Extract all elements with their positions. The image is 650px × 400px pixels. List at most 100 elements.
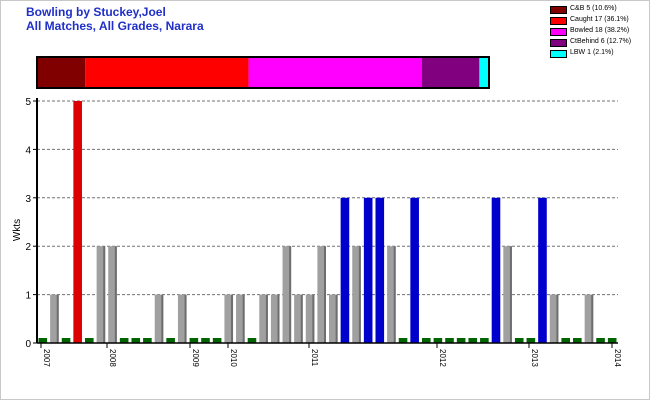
bar: [131, 338, 141, 343]
bar: [375, 197, 385, 343]
bar: [456, 338, 466, 343]
bar: [201, 338, 210, 343]
bar: [363, 197, 373, 343]
bar: [445, 338, 454, 343]
bar-shade: [300, 294, 303, 343]
bar: [282, 246, 292, 343]
summary-segment-caught: [85, 57, 249, 88]
y-tick-label: 1: [25, 291, 31, 302]
bar: [119, 338, 129, 343]
bar-shade: [103, 246, 106, 343]
bar: [573, 338, 582, 343]
bar-shade: [509, 246, 512, 343]
bar: [584, 294, 594, 343]
bar: [270, 294, 280, 343]
summary-bar-border: [36, 56, 490, 89]
bar: [154, 294, 164, 343]
x-tick-label: 2008: [108, 349, 117, 367]
bar-shade: [114, 246, 117, 343]
bar-shade: [591, 294, 594, 343]
bar-shade: [184, 294, 187, 343]
bar: [352, 246, 361, 343]
legend-item-caught: Caught 17 (36.1%): [550, 15, 648, 26]
legend: C&B 5 (10.6%) Caught 17 (36.1%) Bowled 1…: [550, 4, 648, 59]
bar: [38, 338, 48, 343]
bar-shade: [393, 246, 396, 343]
x-tick-label: 2014: [613, 349, 622, 367]
bar: [96, 246, 106, 343]
legend-item-ctbehind: CtBehind 6 (12.7%): [550, 37, 648, 48]
bar-shade: [56, 294, 59, 343]
bar: [294, 294, 303, 343]
legend-label: Bowled 18 (38.2%): [570, 27, 630, 34]
legend-label: LBW 1 (2.1%): [570, 49, 614, 56]
bar: [212, 338, 222, 343]
bar: [410, 197, 419, 343]
bar-shade: [242, 294, 245, 343]
bar-shade: [277, 294, 280, 343]
bar: [305, 294, 315, 343]
chart-title: Bowling by Stuckey,Joel: [26, 5, 166, 19]
bar: [549, 294, 559, 343]
bar: [561, 338, 571, 343]
bar-shade: [335, 294, 338, 343]
bar: [538, 197, 547, 343]
bar: [61, 338, 71, 343]
bar: [340, 197, 350, 343]
y-tick-label: 2: [25, 242, 31, 253]
bar: [526, 338, 536, 343]
legend-label: CtBehind 6 (12.7%): [570, 38, 632, 45]
legend-item-bowled: Bowled 18 (38.2%): [550, 26, 648, 37]
legend-item-cnb: C&B 5 (10.6%): [550, 4, 648, 15]
bar: [398, 338, 408, 343]
x-tick-label: 2012: [438, 349, 447, 367]
bar: [480, 338, 489, 343]
bar: [177, 294, 187, 343]
legend-swatch: [550, 17, 567, 25]
bar: [189, 338, 199, 343]
bar: [514, 338, 524, 343]
bar: [236, 294, 245, 343]
bar: [108, 246, 117, 343]
bar: [317, 246, 326, 343]
bar: [503, 246, 512, 343]
x-tick-label: 2007: [42, 349, 51, 367]
y-tick-label: 4: [25, 145, 31, 156]
legend-label: C&B 5 (10.6%): [570, 5, 617, 12]
bar: [247, 338, 257, 343]
bar: [421, 338, 431, 343]
bar-shade: [358, 246, 361, 343]
summary-segment-ctbehind: [421, 57, 480, 88]
summary-segment-lbw: [479, 57, 489, 88]
x-tick-label: 2011: [310, 349, 319, 367]
chart-subtitle: All Matches, All Grades, Narara: [26, 19, 204, 33]
bar: [143, 338, 152, 343]
bar: [224, 294, 234, 343]
bar: [433, 338, 443, 343]
y-tick-label: 5: [25, 97, 31, 108]
legend-swatch: [550, 6, 567, 14]
bar-shade: [161, 294, 164, 343]
legend-swatch: [550, 28, 567, 36]
bar: [596, 338, 605, 343]
bar: [84, 338, 94, 343]
bar: [607, 338, 617, 343]
bar-shade: [289, 246, 292, 343]
bar: [387, 246, 396, 343]
bar-shade: [265, 294, 268, 343]
bar: [259, 294, 268, 343]
bar-shade: [323, 246, 326, 343]
bar: [329, 294, 338, 343]
bar: [50, 294, 59, 343]
x-tick-label: 2010: [229, 349, 238, 367]
legend-item-lbw: LBW 1 (2.1%): [550, 48, 648, 59]
legend-label: Caught 17 (36.1%): [570, 16, 629, 23]
summary-segment-cb: [37, 57, 86, 88]
y-axis-label: Wkts: [12, 219, 23, 241]
bar: [491, 197, 501, 343]
bar: [166, 338, 175, 343]
bar: [73, 101, 82, 343]
y-tick-label: 3: [25, 194, 31, 205]
bar: [468, 338, 478, 343]
